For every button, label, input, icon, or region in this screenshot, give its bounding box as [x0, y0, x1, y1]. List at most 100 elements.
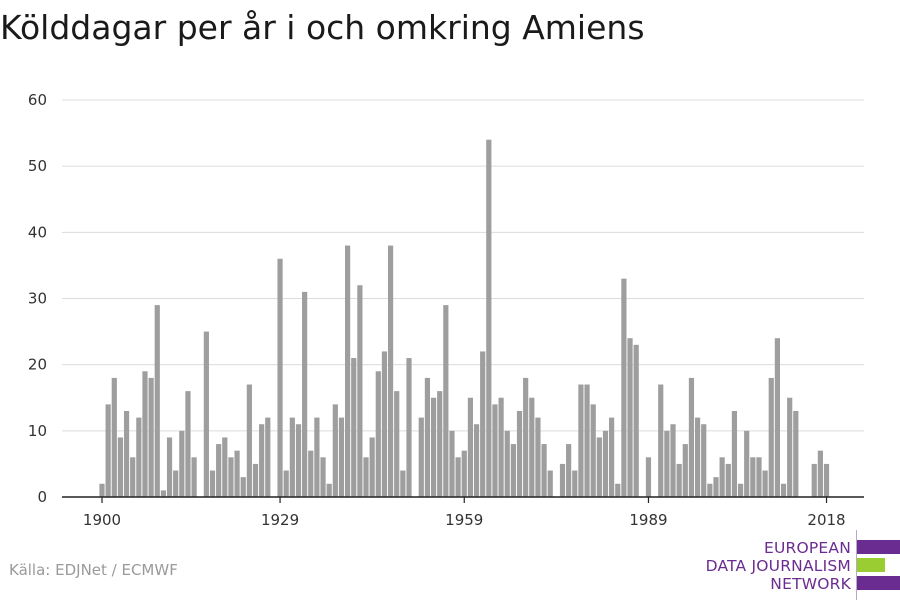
- bar-1967: [510, 444, 516, 497]
- y-tick-label: 50: [28, 157, 47, 175]
- bar-2007: [756, 457, 762, 497]
- logo-bar-purple-bottom: [857, 576, 900, 590]
- bar-2012: [787, 397, 793, 497]
- x-tick-label: 1959: [445, 511, 483, 529]
- bar-1960: [467, 397, 473, 497]
- logo-text-line-2: DATA JOURNALISM: [705, 557, 851, 575]
- bar-1908: [148, 377, 154, 497]
- bar-1921: [228, 457, 234, 497]
- bar-1945: [375, 371, 381, 497]
- bar-1902: [111, 377, 117, 497]
- y-tick-label: 30: [28, 290, 47, 308]
- chart-title: Kölddagar per år i och omkring Amiens: [0, 8, 645, 47]
- bar-1987: [633, 344, 639, 497]
- bar-1952: [418, 417, 424, 497]
- bar-1937: [326, 483, 332, 497]
- bar-2009: [768, 377, 774, 497]
- bar-1900: [99, 483, 105, 497]
- x-axis-ticks: 1900 1929 1959 1989 2018: [83, 497, 846, 529]
- bar-1924: [246, 384, 252, 497]
- bar-1956: [443, 305, 449, 497]
- bar-1984: [615, 483, 621, 497]
- bar-1958: [455, 457, 461, 497]
- bar-1932: [295, 424, 302, 497]
- bar-1963: [486, 139, 492, 497]
- bar-1901: [105, 404, 111, 497]
- bar-1977: [572, 470, 578, 497]
- bar-1942: [357, 285, 363, 497]
- bar-1995: [682, 444, 688, 497]
- bar-1997: [694, 417, 701, 497]
- bar-1912: [173, 470, 179, 497]
- bars: [99, 139, 830, 497]
- bar-1962: [480, 351, 486, 497]
- y-axis-ticks: 0 10 20 30 40 50 60: [28, 91, 47, 506]
- bar-1980: [590, 404, 596, 497]
- bar-1964: [492, 404, 498, 497]
- logo-text-line-3: NETWORK: [770, 575, 851, 593]
- logo-divider: [856, 530, 857, 600]
- bar-1978: [578, 384, 584, 497]
- bar-2002: [725, 463, 731, 497]
- bar-1992: [664, 430, 670, 497]
- bar-1941: [351, 358, 357, 497]
- bar-1982: [602, 430, 609, 497]
- bar-1975: [559, 463, 566, 497]
- bar-1922: [234, 450, 240, 497]
- bar-1968: [516, 410, 523, 497]
- bar-1944: [369, 437, 375, 497]
- x-tick-label: 1900: [83, 511, 121, 529]
- bar-1905: [130, 457, 136, 497]
- source-label: Källa: EDJNet / ECMWF: [9, 561, 178, 579]
- bar-1938: [332, 404, 338, 497]
- x-tick-label: 1989: [629, 511, 667, 529]
- bar-2013: [793, 410, 799, 497]
- bar-1950: [406, 358, 412, 497]
- bar-1925: [252, 463, 259, 497]
- bar-1970: [529, 397, 535, 497]
- bar-1927: [265, 417, 271, 497]
- bar-1923: [240, 477, 246, 497]
- bar-2016: [811, 463, 817, 497]
- bar-1909: [154, 305, 160, 497]
- bar-2006: [750, 457, 756, 497]
- y-tick-label: 0: [37, 488, 47, 506]
- bar-1914: [185, 391, 191, 497]
- bar-1943: [363, 457, 369, 497]
- bar-1989: [645, 457, 652, 497]
- bar-1930: [283, 470, 289, 497]
- x-tick-label: 2018: [807, 511, 845, 529]
- bar-1911: [166, 437, 173, 497]
- bar-1985: [621, 278, 627, 497]
- bar-1946: [381, 351, 388, 497]
- bar-2004: [737, 483, 744, 497]
- bar-1998: [701, 424, 707, 497]
- bar-1994: [676, 463, 682, 497]
- bar-1940: [345, 245, 351, 497]
- bar-1947: [387, 245, 394, 497]
- bar-1999: [707, 483, 713, 497]
- bar-1918: [209, 470, 216, 497]
- bar-1936: [320, 457, 326, 497]
- y-tick-label: 10: [28, 422, 47, 440]
- bar-1915: [191, 457, 197, 497]
- bar-1903: [117, 437, 124, 497]
- bar-1991: [658, 384, 664, 497]
- bar-2003: [731, 410, 738, 497]
- bar-2000: [713, 477, 719, 497]
- bar-2001: [719, 457, 725, 497]
- bar-1971: [535, 417, 541, 497]
- bar-1904: [123, 410, 130, 497]
- bar-1961: [473, 424, 480, 497]
- bar-1966: [504, 430, 510, 497]
- bar-1955: [437, 391, 443, 497]
- grid-lines: [62, 99, 864, 432]
- bar-1949: [400, 470, 406, 497]
- bar-2005: [744, 430, 750, 497]
- bar-1973: [547, 470, 553, 497]
- bar-1933: [302, 291, 308, 497]
- bar-1931: [289, 417, 295, 497]
- bar-1979: [584, 384, 590, 497]
- bar-1957: [449, 430, 455, 497]
